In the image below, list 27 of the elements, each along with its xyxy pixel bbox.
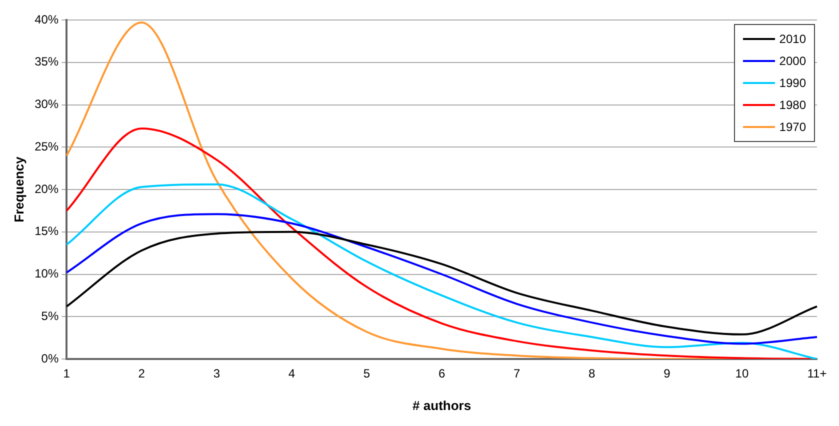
x-tick-label: 11+ (807, 366, 827, 381)
x-tick-label: 9 (664, 366, 671, 381)
x-tick-label: 5 (363, 366, 370, 381)
x-tick-label: 10 (735, 366, 749, 381)
y-tick-label: 10% (34, 266, 59, 281)
legend-label: 1970 (779, 120, 806, 134)
legend-label: 2000 (779, 54, 806, 68)
y-tick-label: 40% (34, 12, 59, 26)
x-tick-label: 7 (514, 366, 521, 381)
y-axis-title: Frequency (11, 156, 26, 222)
x-tick-label: 1 (63, 366, 70, 381)
x-tick-label: 6 (438, 366, 446, 381)
y-tick-label: 25% (34, 139, 59, 154)
x-tick-label: 4 (288, 366, 296, 381)
legend-label: 1980 (779, 98, 806, 112)
legend-label: 1990 (779, 76, 806, 90)
x-tick-label: 3 (213, 366, 220, 381)
x-axis-title: # authors (412, 398, 472, 413)
y-tick-label: 0% (41, 351, 59, 366)
y-tick-label: 30% (34, 97, 59, 112)
x-tick-label: 8 (588, 366, 596, 381)
legend-label: 2010 (779, 32, 806, 46)
y-tick-label: 35% (34, 54, 59, 69)
y-tick-label: 15% (34, 224, 59, 238)
y-tick-label: 5% (41, 308, 59, 323)
y-tick-label: 20% (34, 182, 59, 196)
x-tick-label: 2 (138, 366, 146, 381)
